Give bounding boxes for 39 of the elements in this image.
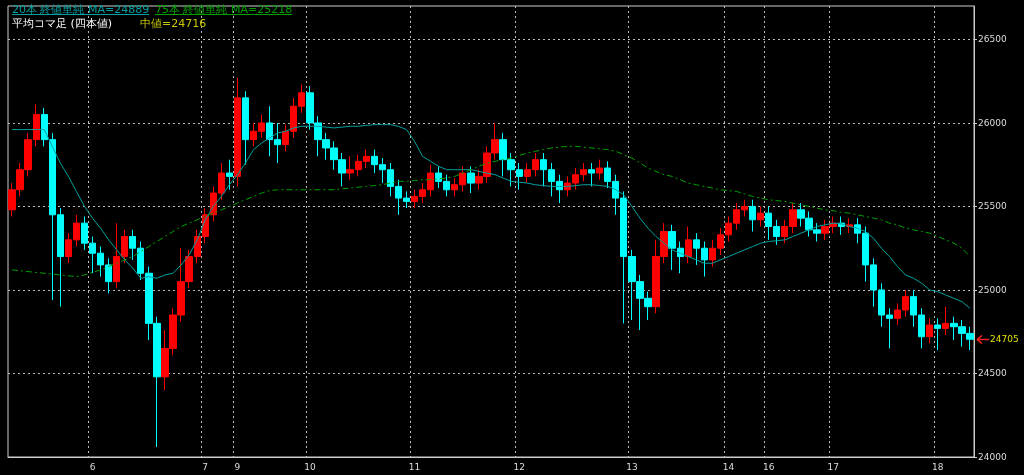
x-tick-label: 13 (626, 461, 638, 472)
y-tick-label: 26500 (978, 34, 1007, 45)
candlestick (121, 229, 128, 264)
x-tick-label: 7 (202, 461, 209, 472)
candlestick (226, 159, 233, 191)
x-tick-label: 16 (763, 461, 775, 472)
candlestick (242, 90, 249, 166)
candlestick (467, 165, 475, 194)
y-tick-label: 24000 (978, 452, 1007, 462)
x-tick-label: 12 (513, 461, 525, 472)
annotation: 中値=24716 (140, 17, 207, 30)
candlestick (757, 205, 764, 227)
x-tick-label: 6 (89, 461, 96, 472)
y-tick-label: 25000 (978, 284, 1007, 295)
candlestick (685, 225, 692, 264)
x-tick-label: 9 (234, 461, 241, 472)
x-tick-label: 17 (827, 461, 839, 472)
text: 75本 終値単純 MA=25218 (155, 3, 293, 16)
candlestick (588, 162, 595, 187)
x-tick-label: 14 (722, 461, 735, 472)
text: 24705 (990, 333, 1019, 347)
text: 平均コマ足 (四本値) (12, 17, 113, 30)
candlestick (234, 77, 241, 187)
candlestick (41, 107, 48, 147)
candlestick (942, 306, 949, 336)
x-tick-label: 10 (304, 461, 316, 472)
candlestick (926, 317, 933, 344)
line-series (11, 124, 971, 309)
candlestick (113, 222, 120, 289)
y-tick-label: 25500 (978, 201, 1007, 212)
y-tick-label: 26000 (978, 117, 1007, 128)
text: 20本 終値単純 MA=24889 (12, 3, 150, 16)
line-series (11, 145, 971, 278)
y-tick-label: 24500 (978, 368, 1007, 379)
candlestick (749, 199, 756, 232)
x-tick-label: 18 (932, 461, 944, 472)
x-tick-label: 11 (408, 461, 421, 472)
candlestick (596, 159, 603, 181)
candlestick (934, 317, 941, 351)
